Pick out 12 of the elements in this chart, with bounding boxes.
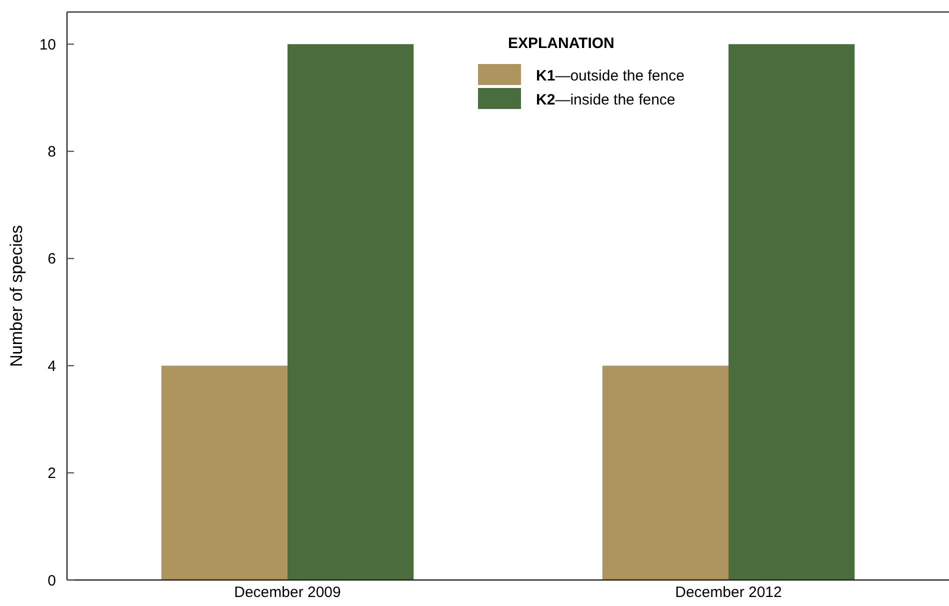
x-tick-label: December 2009 [234, 584, 341, 601]
y-tick-label: 0 [48, 572, 56, 590]
y-tick-label: 6 [48, 250, 56, 268]
y-axis-title: Number of species [7, 225, 26, 367]
y-tick-label: 4 [48, 358, 56, 375]
y-tick-label: 8 [48, 144, 56, 161]
legend-label: K1—outside the fence [536, 67, 684, 84]
legend-title: EXPLANATION [508, 35, 614, 52]
y-tick-label: 2 [48, 465, 56, 482]
legend-label: K2—inside the fence [536, 91, 676, 108]
y-tick-label: 10 [39, 36, 56, 54]
x-tick-label: December 2012 [675, 584, 782, 601]
